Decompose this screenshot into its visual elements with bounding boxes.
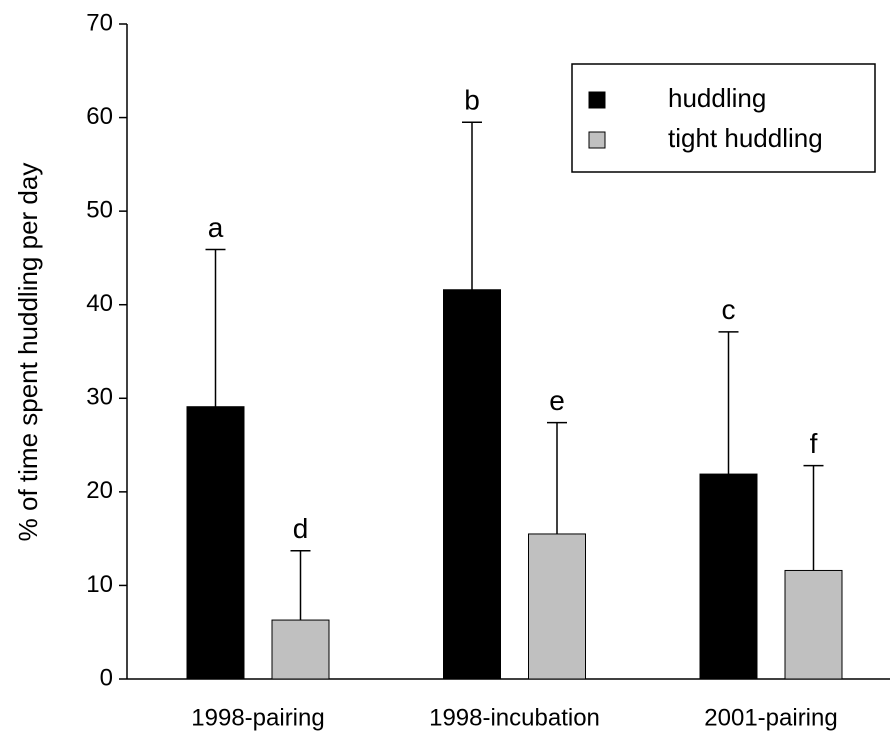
error-bar bbox=[803, 464, 824, 571]
legend-swatch bbox=[588, 91, 606, 109]
y-axis-label: % of time spent huddling per day bbox=[13, 163, 43, 542]
bar bbox=[443, 289, 501, 680]
annotation: f bbox=[810, 428, 818, 459]
x-tick-label: 2001-pairing bbox=[704, 704, 837, 731]
x-tick-label: 1998-pairing bbox=[191, 704, 324, 731]
legend-label: huddling bbox=[668, 83, 766, 113]
error-bar bbox=[205, 248, 226, 407]
bar bbox=[271, 619, 330, 680]
y-tick-label: 40 bbox=[86, 290, 113, 317]
error-bar bbox=[718, 331, 739, 475]
error-bar bbox=[547, 421, 567, 534]
legend-box bbox=[571, 63, 876, 173]
bar bbox=[528, 533, 586, 680]
bar bbox=[784, 569, 843, 680]
y-tick-label: 70 bbox=[86, 9, 113, 36]
bar bbox=[186, 406, 245, 680]
legend-swatch bbox=[588, 131, 606, 149]
bar bbox=[699, 473, 758, 680]
legend-label: tight huddling bbox=[668, 123, 823, 153]
annotation: b bbox=[464, 85, 480, 116]
y-tick-label: 50 bbox=[86, 196, 113, 223]
y-tick-label: 0 bbox=[100, 664, 113, 691]
y-tick-label: 60 bbox=[86, 103, 113, 130]
y-tick-label: 30 bbox=[86, 384, 113, 411]
annotation: c bbox=[722, 294, 736, 325]
annotation: e bbox=[549, 385, 565, 416]
annotation: a bbox=[208, 212, 224, 243]
x-tick-label: 1998-incubation bbox=[429, 704, 600, 731]
error-bar bbox=[462, 121, 482, 290]
annotation: d bbox=[293, 513, 309, 544]
error-bar bbox=[290, 550, 311, 621]
y-tick-label: 20 bbox=[86, 477, 113, 504]
y-tick-label: 10 bbox=[86, 571, 113, 598]
